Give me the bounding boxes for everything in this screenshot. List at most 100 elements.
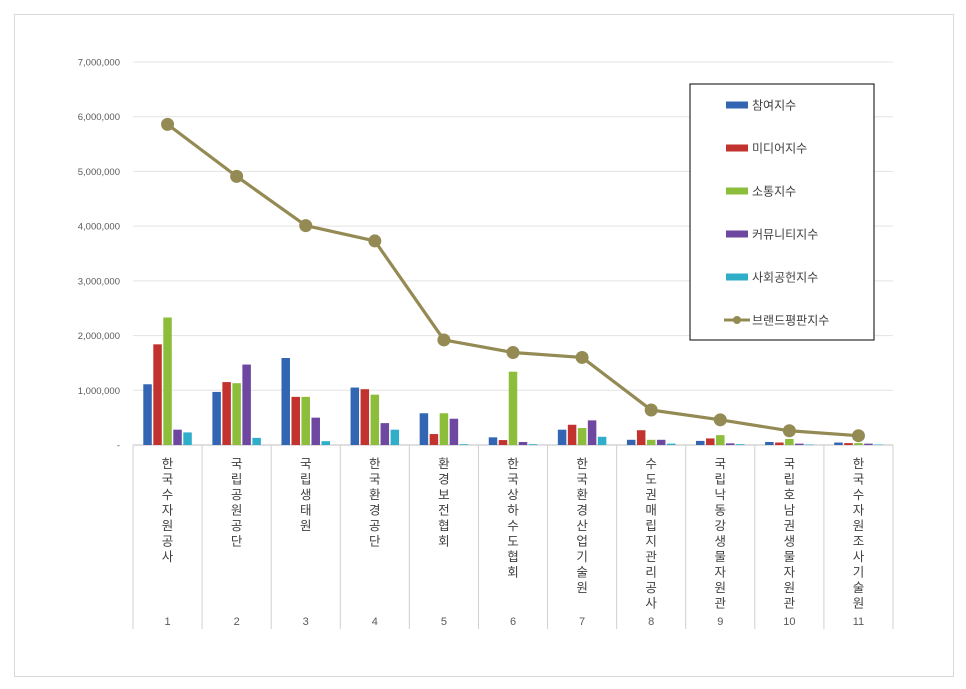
bar [173, 429, 182, 445]
legend-marker [733, 316, 741, 324]
bar [736, 444, 745, 445]
bar [726, 443, 735, 445]
bar [252, 437, 261, 445]
bar [587, 420, 597, 445]
bar [785, 438, 794, 445]
category-index-label: 3 [303, 616, 309, 628]
category-index-label: 9 [717, 616, 723, 628]
x-axis: 한 국 수 자 원 공 사 1 국 립 공 원 공 단 2 국 립 생 태 원 3 한 국 환 경 공 단 4 환 경 보 전 협 회 5 한 국 상 하 수… [132, 445, 894, 629]
bar [380, 423, 390, 445]
bar [636, 430, 646, 445]
legend-label: 참여지수 [752, 99, 796, 113]
legend-swatch [726, 144, 748, 152]
category-index-label: 4 [372, 616, 378, 628]
bar [874, 444, 883, 445]
legend-label: 소통지수 [752, 185, 796, 199]
category-index-label: 5 [441, 616, 447, 628]
category-index-label: 1 [164, 616, 170, 628]
bar [518, 441, 528, 445]
y-tick-label: 1,000,000 [78, 386, 120, 397]
bar [597, 436, 607, 445]
category-index-label: 11 [853, 616, 864, 628]
line-point [368, 234, 382, 248]
bar [765, 441, 774, 445]
bar [419, 413, 429, 445]
y-tick-label: 4,000,000 [78, 222, 120, 233]
bar [498, 440, 508, 445]
bar [834, 442, 843, 445]
bar [626, 439, 636, 445]
bar [390, 429, 400, 445]
bar [370, 394, 380, 445]
legend-box [689, 83, 875, 341]
bar [242, 364, 251, 445]
bar [459, 444, 469, 445]
y-tick-label: 2,000,000 [78, 331, 120, 342]
legend-label: 커뮤니티지수 [752, 228, 818, 242]
bar [666, 443, 676, 445]
line-point [299, 219, 313, 233]
bar [805, 444, 814, 445]
bar [716, 435, 725, 445]
bar [439, 413, 449, 445]
y-tick-label: 7,000,000 [78, 58, 120, 69]
bar [656, 439, 666, 445]
line-point [575, 350, 589, 364]
bar [360, 389, 370, 445]
legend-label: 미디어지수 [752, 142, 807, 156]
legend-swatch [726, 273, 748, 281]
category-index-label: 6 [510, 616, 516, 628]
line-point [506, 346, 520, 360]
bar [291, 396, 300, 445]
bar [706, 438, 715, 445]
category-index-label: 7 [579, 616, 585, 628]
y-tick-label: - [117, 441, 120, 452]
bar [528, 444, 538, 445]
legend-swatch [726, 187, 748, 195]
bar [854, 443, 863, 445]
line-point [437, 333, 451, 347]
bar [449, 418, 459, 445]
y-tick-label: 3,000,000 [78, 276, 120, 287]
bar [646, 439, 656, 445]
legend-swatch [726, 101, 748, 109]
bar [153, 344, 162, 445]
line-point [851, 429, 865, 443]
bar [696, 440, 705, 445]
bar [775, 442, 784, 445]
line-point [230, 169, 244, 183]
bar [222, 382, 231, 445]
bar [321, 441, 330, 445]
legend-swatch [726, 230, 748, 238]
bar [844, 443, 853, 445]
line-point [713, 413, 727, 427]
line-point [161, 117, 175, 131]
bar [281, 358, 290, 445]
bar [350, 387, 360, 445]
bar [508, 371, 518, 445]
bar [301, 396, 310, 445]
bar-series [143, 317, 883, 445]
y-tick-label: 5,000,000 [78, 167, 120, 178]
line-point [782, 424, 796, 438]
legend-label: 사회공헌지수 [752, 271, 818, 285]
bar [567, 424, 577, 445]
y-axis: - 1,000,000 2,000,000 3,000,000 4,000,000 5,0… [78, 58, 120, 452]
bar [429, 434, 439, 445]
category-index-label: 8 [648, 616, 654, 628]
line-series [161, 117, 865, 443]
line-point [644, 403, 658, 417]
bar [577, 428, 587, 445]
